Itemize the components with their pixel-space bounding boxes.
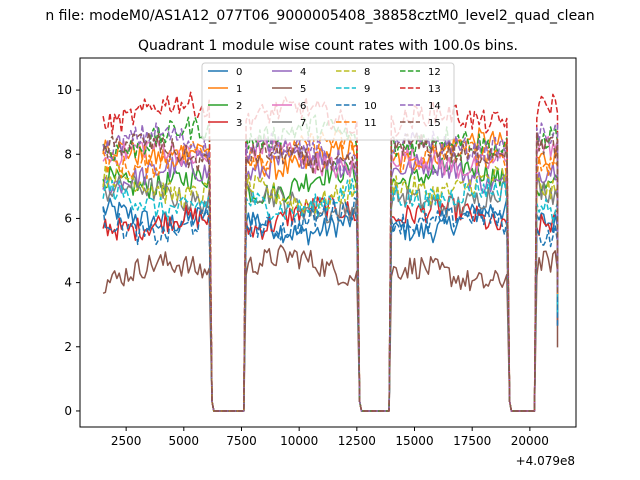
x-tick-label: 17500 (453, 434, 491, 448)
legend-label-15: 15 (428, 118, 441, 129)
chart-title: Quadrant 1 module wise count rates with … (138, 38, 518, 54)
legend-label-9: 9 (364, 84, 370, 95)
legend-label-10: 10 (364, 101, 377, 112)
series-line-5 (102, 244, 559, 412)
y-tick-label: 8 (64, 147, 72, 161)
series-line-10 (102, 197, 559, 412)
series-line-6 (102, 134, 559, 412)
x-tick-label: 15000 (395, 434, 433, 448)
series-line-9 (102, 178, 559, 412)
x-tick-label: 2500 (111, 434, 142, 448)
y-tick-label: 0 (64, 404, 72, 418)
legend-box (201, 62, 455, 141)
y-axis: 0 2 4 6 8 10 (57, 83, 80, 418)
y-tick-label: 10 (57, 83, 72, 97)
x-offset-label: +4.079e8 (516, 454, 575, 468)
x-tick-label: 10000 (280, 434, 318, 448)
y-tick-label: 6 (64, 211, 72, 225)
legend-label-12: 12 (428, 67, 441, 78)
series-line-8 (102, 164, 559, 412)
legend-label-7: 7 (300, 118, 306, 129)
series-line-14 (102, 122, 559, 412)
legend-label-4: 4 (300, 67, 306, 78)
series-line-0 (102, 197, 559, 412)
legend-label-11: 11 (364, 118, 377, 129)
x-tick-label: 20000 (511, 434, 549, 448)
y-tick-label: 4 (64, 276, 72, 290)
axes-frame (79, 57, 577, 428)
y-tick-label: 2 (64, 340, 72, 354)
x-tick-label: 5000 (169, 434, 200, 448)
legend-label-0: 0 (236, 67, 242, 78)
legend-label-6: 6 (300, 101, 306, 112)
figure-suptitle: n file: modeM0/AS1A12_077T06_9000005408_… (45, 8, 594, 24)
legend-label-13: 13 (428, 84, 441, 95)
legend-label-5: 5 (300, 84, 306, 95)
x-tick-label: 12500 (338, 434, 376, 448)
x-tick-label: 7500 (226, 434, 257, 448)
legend-label-1: 1 (236, 84, 242, 95)
legend-label-3: 3 (236, 118, 242, 129)
x-axis: 2500 5000 7500 10000 12500 15000 17500 20000 (111, 427, 549, 448)
series-line-2 (102, 154, 559, 412)
legend-label-2: 2 (236, 101, 242, 112)
legend-label-8: 8 (364, 67, 370, 78)
series-line-15 (102, 131, 559, 412)
series-line-3 (102, 194, 559, 412)
legend-label-14: 14 (428, 101, 441, 112)
